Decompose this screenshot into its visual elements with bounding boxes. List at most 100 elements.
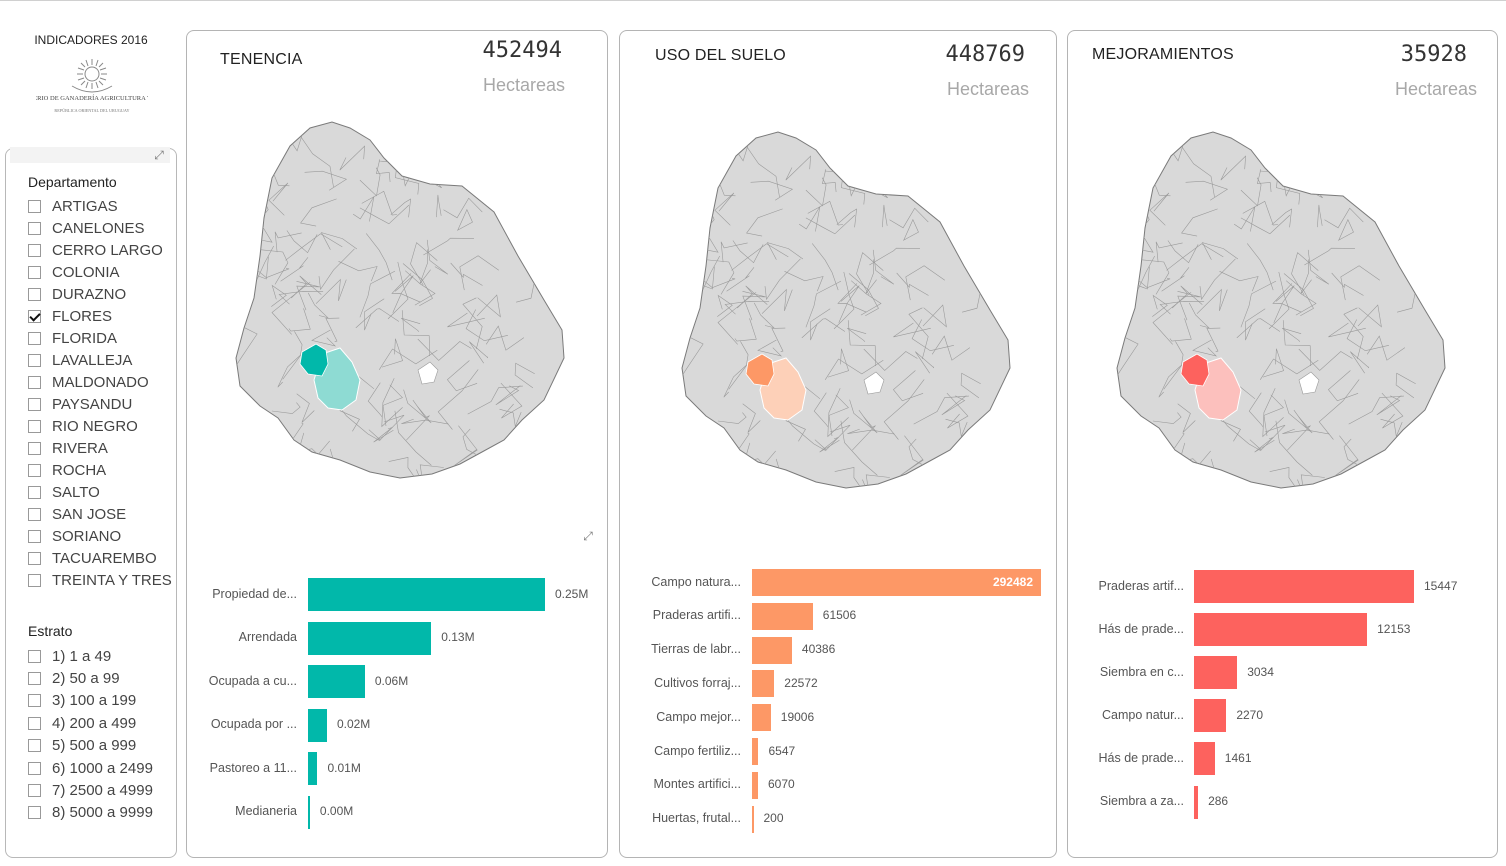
bar-category-label: Cultivos forraj...	[654, 675, 741, 690]
bar[interactable]	[752, 704, 771, 732]
bar[interactable]	[1194, 742, 1215, 776]
estrato-option[interactable]: 5) 500 a 999	[28, 735, 153, 757]
tenencia-map[interactable]	[232, 118, 567, 483]
bar-value-label: 3034	[1247, 664, 1274, 679]
checkbox[interactable]	[28, 397, 41, 411]
bar[interactable]	[308, 708, 327, 742]
departamento-option[interactable]: MALDONADO	[28, 371, 172, 393]
checkbox[interactable]	[28, 573, 41, 587]
checkbox[interactable]	[28, 375, 41, 389]
checkbox[interactable]	[28, 331, 41, 345]
bar[interactable]	[1194, 570, 1414, 603]
checkbox[interactable]	[28, 463, 41, 477]
departamento-option[interactable]: ROCHA	[28, 459, 172, 481]
checkbox[interactable]	[28, 265, 41, 279]
bar[interactable]	[752, 805, 754, 833]
bar-value-label: 22572	[784, 675, 818, 690]
checkbox[interactable]	[28, 419, 41, 433]
choropleth-map[interactable]	[1113, 128, 1448, 493]
bar[interactable]	[308, 795, 310, 829]
checkbox[interactable]	[28, 716, 41, 730]
checkbox[interactable]	[28, 806, 41, 820]
bar[interactable]	[752, 738, 759, 765]
departamento-option[interactable]: TACUAREMBO	[28, 547, 172, 569]
top-section-area[interactable]	[299, 343, 329, 377]
departamento-option-label: MALDONADO	[52, 373, 149, 391]
checkbox[interactable]	[28, 507, 41, 521]
departamento-option[interactable]: RIVERA	[28, 437, 172, 459]
departamento-option[interactable]: RIO NEGRO	[28, 415, 172, 437]
departamento-option[interactable]: CANELONES	[28, 217, 172, 239]
departamento-option-label: SORIANO	[52, 527, 122, 545]
bar-category-label: Campo natur...	[1102, 707, 1184, 722]
bar-value-label: 292482	[992, 574, 1033, 589]
bar[interactable]	[1194, 785, 1199, 819]
estrato-option[interactable]: 1) 1 a 49	[28, 645, 153, 667]
checkbox[interactable]	[28, 199, 41, 213]
checkbox[interactable]	[28, 649, 41, 663]
departamento-option[interactable]: COLONIA	[28, 261, 172, 283]
checkbox[interactable]	[28, 672, 41, 686]
departamento-option[interactable]: TREINTA Y TRES	[28, 569, 172, 591]
estrato-option-label: 3) 100 a 199	[52, 692, 137, 710]
bar[interactable]	[308, 665, 365, 698]
uso-suelo-map[interactable]	[678, 128, 1013, 493]
bar[interactable]	[752, 771, 758, 799]
bar[interactable]	[752, 569, 1041, 596]
departamento-option[interactable]: SORIANO	[28, 525, 172, 547]
choropleth-map[interactable]	[678, 128, 1013, 493]
estrato-option-label: 2) 50 a 99	[52, 670, 120, 688]
checkbox[interactable]	[28, 739, 41, 753]
bar[interactable]	[308, 621, 432, 655]
departamento-option[interactable]: FLORES	[28, 305, 172, 327]
focus-mode-icon[interactable]: ⤢	[583, 529, 593, 543]
checkbox[interactable]	[28, 529, 41, 543]
checkbox[interactable]	[28, 551, 41, 565]
top-section-area[interactable]	[1180, 353, 1210, 387]
focus-mode-icon[interactable]: ⤢	[154, 148, 164, 162]
estrato-option[interactable]: 7) 2500 a 4999	[28, 779, 153, 801]
bar[interactable]	[1194, 699, 1227, 733]
departamento-option-label: TACUAREMBO	[52, 549, 157, 567]
bar[interactable]	[1194, 613, 1368, 647]
departamento-option-label: FLORES	[52, 307, 113, 325]
mejoramientos-map[interactable]	[1113, 128, 1448, 493]
checkbox[interactable]	[28, 694, 41, 708]
top-section-area[interactable]	[745, 353, 775, 387]
estrato-option[interactable]: 6) 1000 a 2499	[28, 757, 153, 779]
bar[interactable]	[308, 752, 318, 785]
bar-category-label: Ocupada a cu...	[208, 673, 297, 688]
bar[interactable]	[752, 670, 775, 698]
departamento-option[interactable]: SALTO	[28, 481, 172, 503]
checkbox[interactable]	[28, 485, 41, 499]
estrato-option[interactable]: 3) 100 a 199	[28, 690, 153, 712]
departamento-option[interactable]: ARTIGAS	[28, 195, 172, 217]
bar-value-label: 40386	[801, 642, 836, 657]
estrato-option[interactable]: 2) 50 a 99	[28, 667, 153, 689]
lake-area	[417, 361, 439, 385]
checkbox[interactable]	[28, 784, 41, 798]
checkbox[interactable]	[28, 353, 41, 367]
departamento-option[interactable]: PAYSANDU	[28, 393, 172, 415]
checkbox[interactable]	[28, 287, 41, 301]
departamento-option[interactable]: DURAZNO	[28, 283, 172, 305]
bar[interactable]	[752, 602, 813, 630]
bar-category-label: Siembra a za...	[1099, 794, 1184, 808]
departamento-option[interactable]: FLORIDA	[28, 327, 172, 349]
ministry-logo: MINISTERIO DE GANADERÍA AGRICULTURA Y PE…	[36, 54, 148, 120]
estrato-option[interactable]: 8) 5000 a 9999	[28, 802, 153, 824]
checkbox[interactable]	[28, 243, 41, 257]
checkbox[interactable]	[28, 221, 41, 235]
checkbox[interactable]	[28, 761, 41, 775]
bar[interactable]	[308, 578, 545, 611]
departamento-option[interactable]: CERRO LARGO	[28, 239, 172, 261]
bar[interactable]	[1194, 656, 1238, 690]
departamento-option-label: SALTO	[52, 483, 100, 501]
estrato-option[interactable]: 4) 200 a 499	[28, 712, 153, 734]
bar[interactable]	[752, 636, 792, 664]
departamento-option[interactable]: LAVALLEJA	[28, 349, 172, 371]
checkbox[interactable]	[28, 441, 41, 455]
departamento-option[interactable]: SAN JOSE	[28, 503, 172, 525]
checkbox[interactable]	[28, 309, 41, 323]
choropleth-map[interactable]	[232, 118, 567, 483]
